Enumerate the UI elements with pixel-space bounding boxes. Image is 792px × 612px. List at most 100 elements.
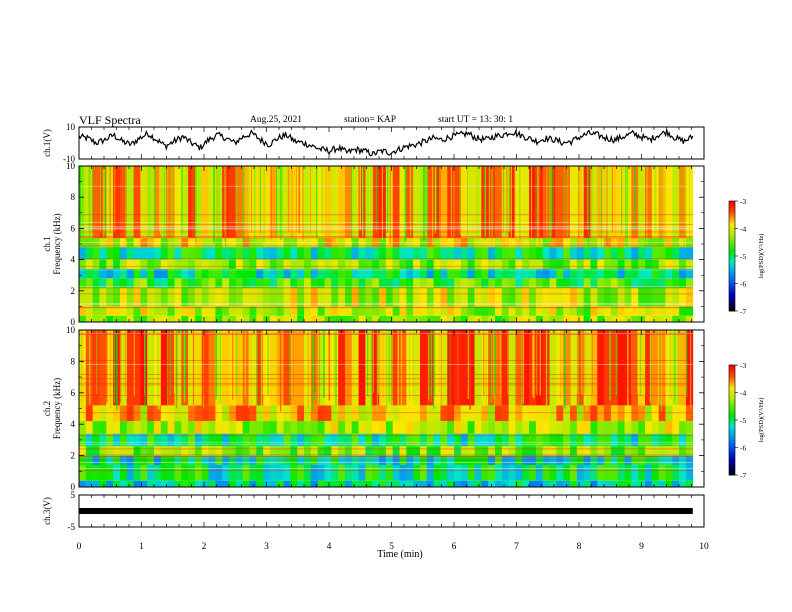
spectrogram-cell xyxy=(242,259,250,269)
x-tick-label: 7 xyxy=(514,542,519,552)
spectrogram-cell xyxy=(563,166,571,238)
spectrogram-cell xyxy=(563,330,571,406)
spectrogram-cell xyxy=(304,433,312,447)
spectrogram-cell xyxy=(249,455,257,466)
spectrogram-cell xyxy=(440,278,448,288)
spectrogram-cell xyxy=(351,405,359,422)
spectrogram-cell xyxy=(474,465,482,481)
spectrogram-cell xyxy=(501,421,510,434)
spectrogram-cell xyxy=(106,247,114,260)
spectrogram-cell xyxy=(604,446,612,456)
spectrogram-cell xyxy=(679,278,687,288)
spectrogram-cell xyxy=(215,455,223,466)
spectrogram-cell xyxy=(617,287,625,307)
spectrogram-cell xyxy=(85,480,94,487)
spectrogram-cell xyxy=(92,421,100,434)
spectrogram-cell xyxy=(358,405,366,422)
spectrogram-cell xyxy=(372,166,380,238)
spectrogram-cell xyxy=(256,455,264,466)
spectrogram-cell xyxy=(140,455,148,466)
spectrogram-cell xyxy=(133,433,141,447)
spectrogram-cell xyxy=(269,455,278,466)
spectrogram-cell xyxy=(188,421,196,434)
spectrogram-cell xyxy=(399,315,407,322)
colorbar-segment xyxy=(729,458,735,461)
spectrogram-cell xyxy=(556,455,564,466)
spectrogram-cell xyxy=(188,446,196,456)
spectrogram-cell xyxy=(297,421,305,434)
spectrogram-cell xyxy=(276,315,284,322)
y-tick-label: 0 xyxy=(71,482,76,492)
spectrogram-cell xyxy=(79,247,87,260)
spectrogram-cell xyxy=(154,247,162,260)
spectrogram-cell xyxy=(194,455,203,466)
spectrogram-cell xyxy=(494,247,503,260)
spectrogram-cell xyxy=(454,247,462,260)
spectrogram-cell xyxy=(222,306,230,316)
spectrogram-cell xyxy=(645,287,653,307)
spectrogram-cell xyxy=(488,268,496,279)
spectrogram-cell xyxy=(235,166,244,238)
spectrogram-cell xyxy=(501,259,510,269)
spectrogram-cell xyxy=(501,278,510,288)
spectrogram-cell xyxy=(399,330,407,406)
spectrogram-cell xyxy=(590,287,598,307)
colorbar-segment xyxy=(729,257,735,261)
spectrogram-cell xyxy=(338,433,346,447)
spectrogram-cell xyxy=(365,405,373,422)
spectrogram-cell xyxy=(385,433,394,447)
spectrogram-cell xyxy=(201,480,209,487)
colorbar-segment xyxy=(729,394,735,397)
spectrogram-cell xyxy=(419,306,428,316)
spectrogram-cell xyxy=(604,259,612,269)
colorbar-segment xyxy=(729,473,735,476)
spectrogram-cell xyxy=(535,465,544,481)
spectrogram-cell xyxy=(406,433,414,447)
spectrogram-cell xyxy=(665,278,673,288)
spectrogram-cell xyxy=(433,315,441,322)
spectrogram-cell xyxy=(665,465,673,481)
spectrogram-cell xyxy=(481,455,489,466)
spectrogram-cell xyxy=(617,480,625,487)
spectrogram-cell xyxy=(331,306,339,316)
spectrogram-cell xyxy=(679,268,687,279)
spectrogram-cell xyxy=(426,421,435,434)
spectrogram-cell xyxy=(263,259,271,269)
y-tick-label: 5 xyxy=(71,490,76,500)
spectrogram-cell xyxy=(344,278,353,288)
spectrogram-cell xyxy=(304,306,312,316)
spectrogram-cell xyxy=(638,247,646,260)
colorbar-segment xyxy=(729,201,735,204)
spectrogram-cell xyxy=(194,433,203,447)
spectrogram-cell xyxy=(610,259,619,269)
spectrogram-cell xyxy=(454,465,462,481)
spectrogram-cell xyxy=(154,455,162,466)
spectrogram-cell xyxy=(392,268,400,279)
spectrogram-cell xyxy=(542,315,550,322)
spectrogram-cell xyxy=(385,480,394,487)
spectrogram-cell xyxy=(447,455,455,466)
spectrogram-cell xyxy=(208,278,216,288)
spectrogram-cell xyxy=(181,287,189,307)
colorbar-segment xyxy=(729,232,735,235)
spectrogram-cell xyxy=(365,433,373,447)
spectrogram-cell xyxy=(126,268,134,279)
spectrogram-cell xyxy=(610,455,619,466)
spectrogram-cell xyxy=(242,480,250,487)
station-label: station= KAP xyxy=(344,115,397,125)
spectrogram-cell xyxy=(679,455,687,466)
spectrogram-cell xyxy=(154,465,162,481)
spectrogram-cell xyxy=(256,278,264,288)
spectrogram-cell xyxy=(372,455,380,466)
spectrogram-cell xyxy=(99,480,107,487)
spectrogram-cell xyxy=(604,433,612,447)
spectrogram-cell xyxy=(419,455,428,466)
spectrogram-cell xyxy=(679,306,687,316)
spectrogram-cell xyxy=(645,259,653,269)
spectrogram-cell xyxy=(344,315,353,322)
spectrogram-cell xyxy=(358,330,366,406)
spectrogram-cell xyxy=(181,278,189,288)
spectrogram-cell xyxy=(631,465,639,481)
spectrogram-cell xyxy=(174,405,182,422)
spectrogram-cell xyxy=(679,465,687,481)
